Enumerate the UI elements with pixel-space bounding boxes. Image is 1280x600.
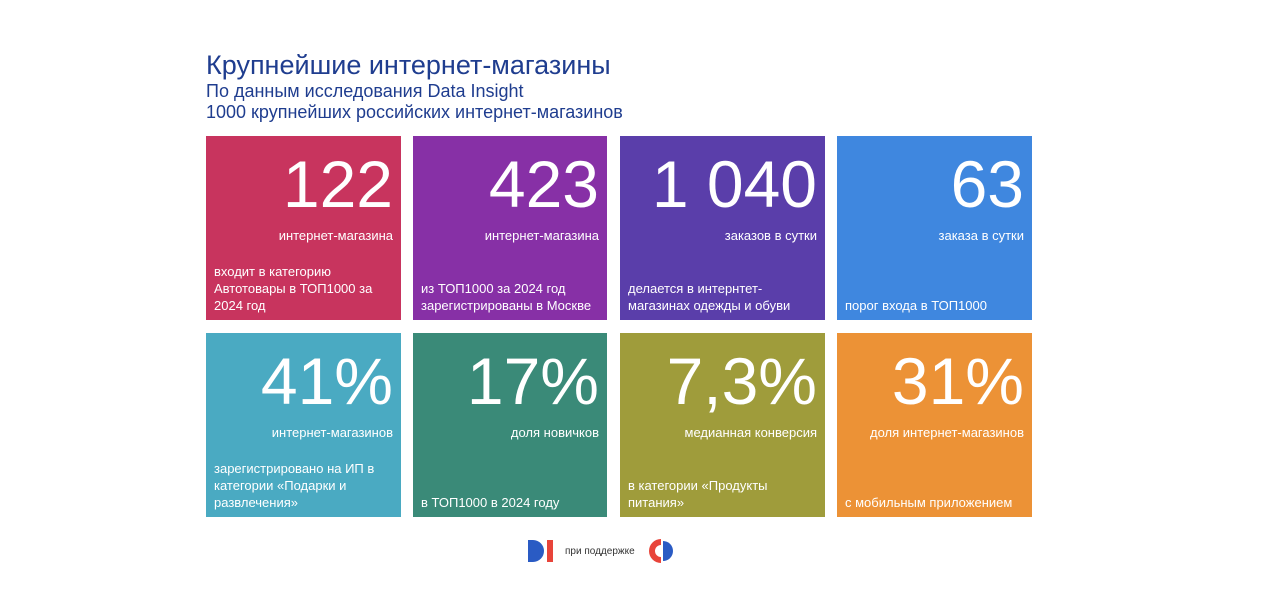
stat-unit: доля новичков [510,425,599,440]
stat-value: 41% [260,344,393,418]
sponsor-logo-icon [648,539,673,563]
stat-description: в категории «Продукты питания» [628,478,768,510]
stat-tile: 41% интернет-магазинов зарегистрировано … [206,333,401,517]
stat-tile: 17% доля новичков в ТОП1000 в 2024 году [413,333,607,517]
stat-unit: медианная конверсия [684,425,817,440]
stat-value: 423 [488,147,599,221]
stat-unit: интернет-магазинов [271,425,393,440]
header: Крупнейшие интернет-магазины По данным и… [206,50,623,123]
subtitle: По данным исследования Data Insight [206,81,524,101]
stat-tile: 423 интернет-магазина из ТОП1000 за 2024… [413,136,607,320]
footer: при поддержке [528,537,675,565]
stat-description: входит в категорию Автотовары в ТОП1000 … [214,264,373,313]
stat-unit: заказов в сутки [724,228,817,243]
stat-tile: 122 интернет-магазина входит в категорию… [206,136,401,320]
stat-value: 63 [950,147,1024,221]
support-text: при поддержке [565,545,635,557]
stat-unit: интернет-магазина [278,228,393,243]
stat-value: 31% [891,344,1024,418]
stat-description: зарегистрировано на ИП в категории «Пода… [214,461,375,510]
stat-description: из ТОП1000 за 2024 год зарегистрированы … [421,281,592,313]
stat-tile: 7,3% медианная конверсия в категории «Пр… [620,333,825,517]
data-insight-logo [528,540,553,562]
subtitle-2: 1000 крупнейших российских интернет-мага… [206,102,623,122]
stat-description: в ТОП1000 в 2024 году [421,495,560,510]
stat-value: 7,3% [666,344,817,418]
page-title: Крупнейшие интернет-магазины [206,50,611,80]
stat-description: порог входа в ТОП1000 [845,298,987,313]
stat-tile: 1 040 заказов в сутки делается в интернт… [620,136,825,320]
stat-unit: интернет-магазина [484,228,599,243]
stat-unit: доля интернет-магазинов [870,425,1024,440]
stat-tile: 63 заказа в сутки порог входа в ТОП1000 [837,136,1032,320]
stat-description: делается в интернтет-магазинах одежды и … [628,281,791,313]
stat-tile: 31% доля интернет-магазинов с мобильным … [837,333,1032,517]
stat-description: с мобильным приложением [845,495,1013,510]
stat-unit: заказа в сутки [938,228,1024,243]
stat-value: 1 040 [651,147,817,221]
stat-value: 17% [466,344,599,418]
stat-value: 122 [282,147,393,221]
